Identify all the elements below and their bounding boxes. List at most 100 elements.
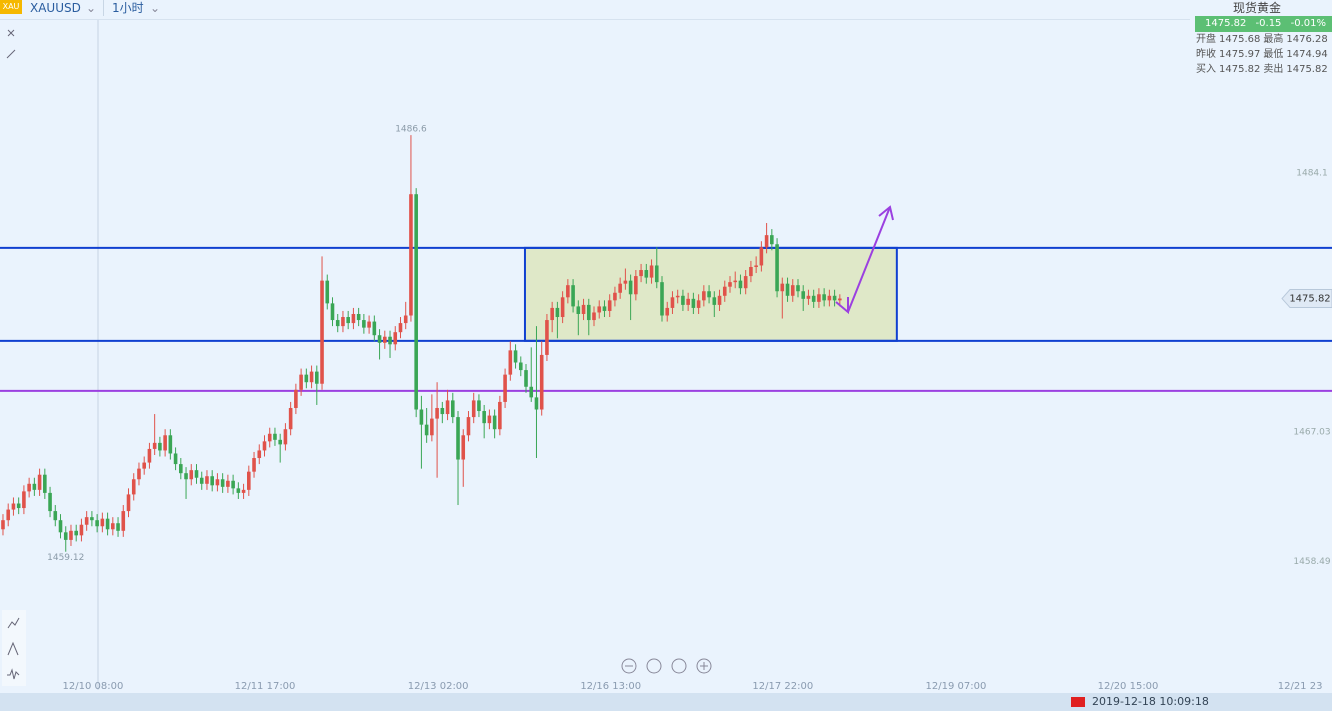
candle-body — [539, 354, 544, 410]
candle-body — [749, 266, 753, 277]
candle-body — [121, 511, 126, 531]
candle-body — [116, 523, 120, 531]
candle-body — [707, 291, 711, 298]
candle-body — [618, 283, 622, 293]
candle-body — [681, 295, 685, 305]
candle-body — [613, 292, 617, 301]
candle-body — [372, 321, 377, 336]
candle-body — [702, 291, 706, 301]
nav-buttons[interactable] — [621, 658, 712, 674]
candle-body — [48, 492, 52, 512]
candle-body — [518, 362, 523, 371]
candle-body — [43, 474, 47, 493]
scroll-right[interactable] — [671, 658, 687, 674]
quote-change: -0.15 — [1255, 18, 1282, 29]
candle-body — [37, 474, 42, 490]
candle-body — [173, 453, 178, 465]
dropdown-icon[interactable]: ⌄ — [86, 1, 97, 15]
quote-label: 买入 — [1196, 64, 1216, 75]
candle-body — [74, 530, 79, 536]
tool-icon[interactable] — [7, 641, 19, 656]
x-tick-label: 12/19 07:00 — [926, 681, 987, 692]
candle-body — [16, 503, 21, 509]
candle-body — [566, 285, 570, 298]
arrow-head — [878, 205, 894, 221]
candle-body — [330, 303, 335, 321]
candle-body — [796, 285, 800, 292]
candle-body — [320, 280, 324, 384]
range-box — [523, 246, 898, 342]
candle-body — [257, 450, 262, 459]
side-tools[interactable] — [2, 29, 26, 686]
candle-body — [409, 194, 413, 316]
datetime: 2019-12-18 10:09:18 — [1092, 695, 1209, 708]
candle-body — [445, 400, 450, 415]
collapse-icon[interactable] — [6, 49, 16, 59]
interval[interactable]: 1小时 — [112, 1, 144, 15]
close-icon[interactable] — [7, 29, 15, 37]
x-tick-label: 12/11 17:00 — [235, 681, 296, 692]
quote-value: 1475.97 — [1219, 49, 1261, 60]
candle-body — [461, 435, 466, 460]
candle-body — [492, 415, 497, 430]
candle-body — [660, 282, 664, 316]
candle-body — [142, 462, 146, 469]
symbol[interactable]: XAUUSD — [30, 1, 81, 15]
candle-body — [513, 350, 518, 363]
zoom-out[interactable] — [621, 658, 637, 674]
zoom-in[interactable] — [696, 658, 712, 674]
tool-icon[interactable] — [7, 617, 20, 629]
candle-body — [294, 389, 298, 408]
quote-value: 1474.94 — [1286, 49, 1328, 60]
candle-body — [288, 407, 293, 430]
candle-body — [649, 265, 654, 278]
scroll-left[interactable] — [646, 658, 662, 674]
candle-body — [597, 306, 602, 313]
quote-label: 昨收 — [1196, 49, 1216, 60]
quote-label: 最低 — [1263, 49, 1284, 60]
candle-body — [179, 464, 183, 474]
candle-body — [654, 265, 659, 283]
candle-body — [309, 371, 314, 383]
candle-body — [712, 297, 717, 305]
quote-label: 卖出 — [1263, 64, 1284, 75]
drawn-arrow — [835, 205, 894, 315]
y-tick-label: 1458.49 — [1293, 557, 1330, 567]
candle-body — [100, 518, 105, 527]
candle-body — [785, 283, 790, 296]
candle-body — [822, 294, 826, 301]
candle-body — [686, 298, 690, 305]
candle-body — [27, 483, 31, 492]
candle-body — [691, 298, 696, 308]
candle-body — [576, 306, 581, 314]
candle-body — [273, 433, 277, 440]
tool-icon[interactable] — [7, 668, 20, 680]
candle-body — [105, 518, 110, 530]
candle-body — [147, 448, 152, 463]
quote-rows: 开盘 1475.68 最高 1476.28 昨收 1475.97 最低 1474.94 买入 14… — [1192, 32, 1332, 77]
candle-body — [356, 313, 361, 321]
candle-body — [466, 417, 471, 436]
candle-body — [32, 483, 37, 490]
candle-body — [152, 442, 157, 449]
candle-body — [623, 280, 628, 284]
candle-body — [424, 424, 429, 436]
candle-body — [696, 300, 701, 308]
candle-body — [63, 532, 68, 540]
candle-body — [770, 235, 774, 245]
candle-body — [163, 435, 167, 451]
candle-body — [84, 517, 89, 525]
candle-body — [764, 235, 769, 248]
chart: 1484.1 1467.03 1458.49 12/10 08:00 12/11 17:… — [0, 19, 1332, 692]
candle-body — [247, 471, 251, 490]
candle-body — [283, 429, 288, 445]
candle-body — [267, 433, 272, 442]
candle-body — [498, 401, 502, 430]
status-bar: 2019-12-18 10:09:18 — [0, 693, 1332, 711]
y-tick-label: 1484.1 — [1296, 168, 1328, 178]
candle-body — [806, 295, 811, 299]
dropdown-icon[interactable]: ⌄ — [150, 1, 161, 15]
quote-title: 现货黄金 — [1232, 1, 1281, 15]
flag — [1071, 697, 1085, 707]
candle-body — [215, 479, 220, 486]
